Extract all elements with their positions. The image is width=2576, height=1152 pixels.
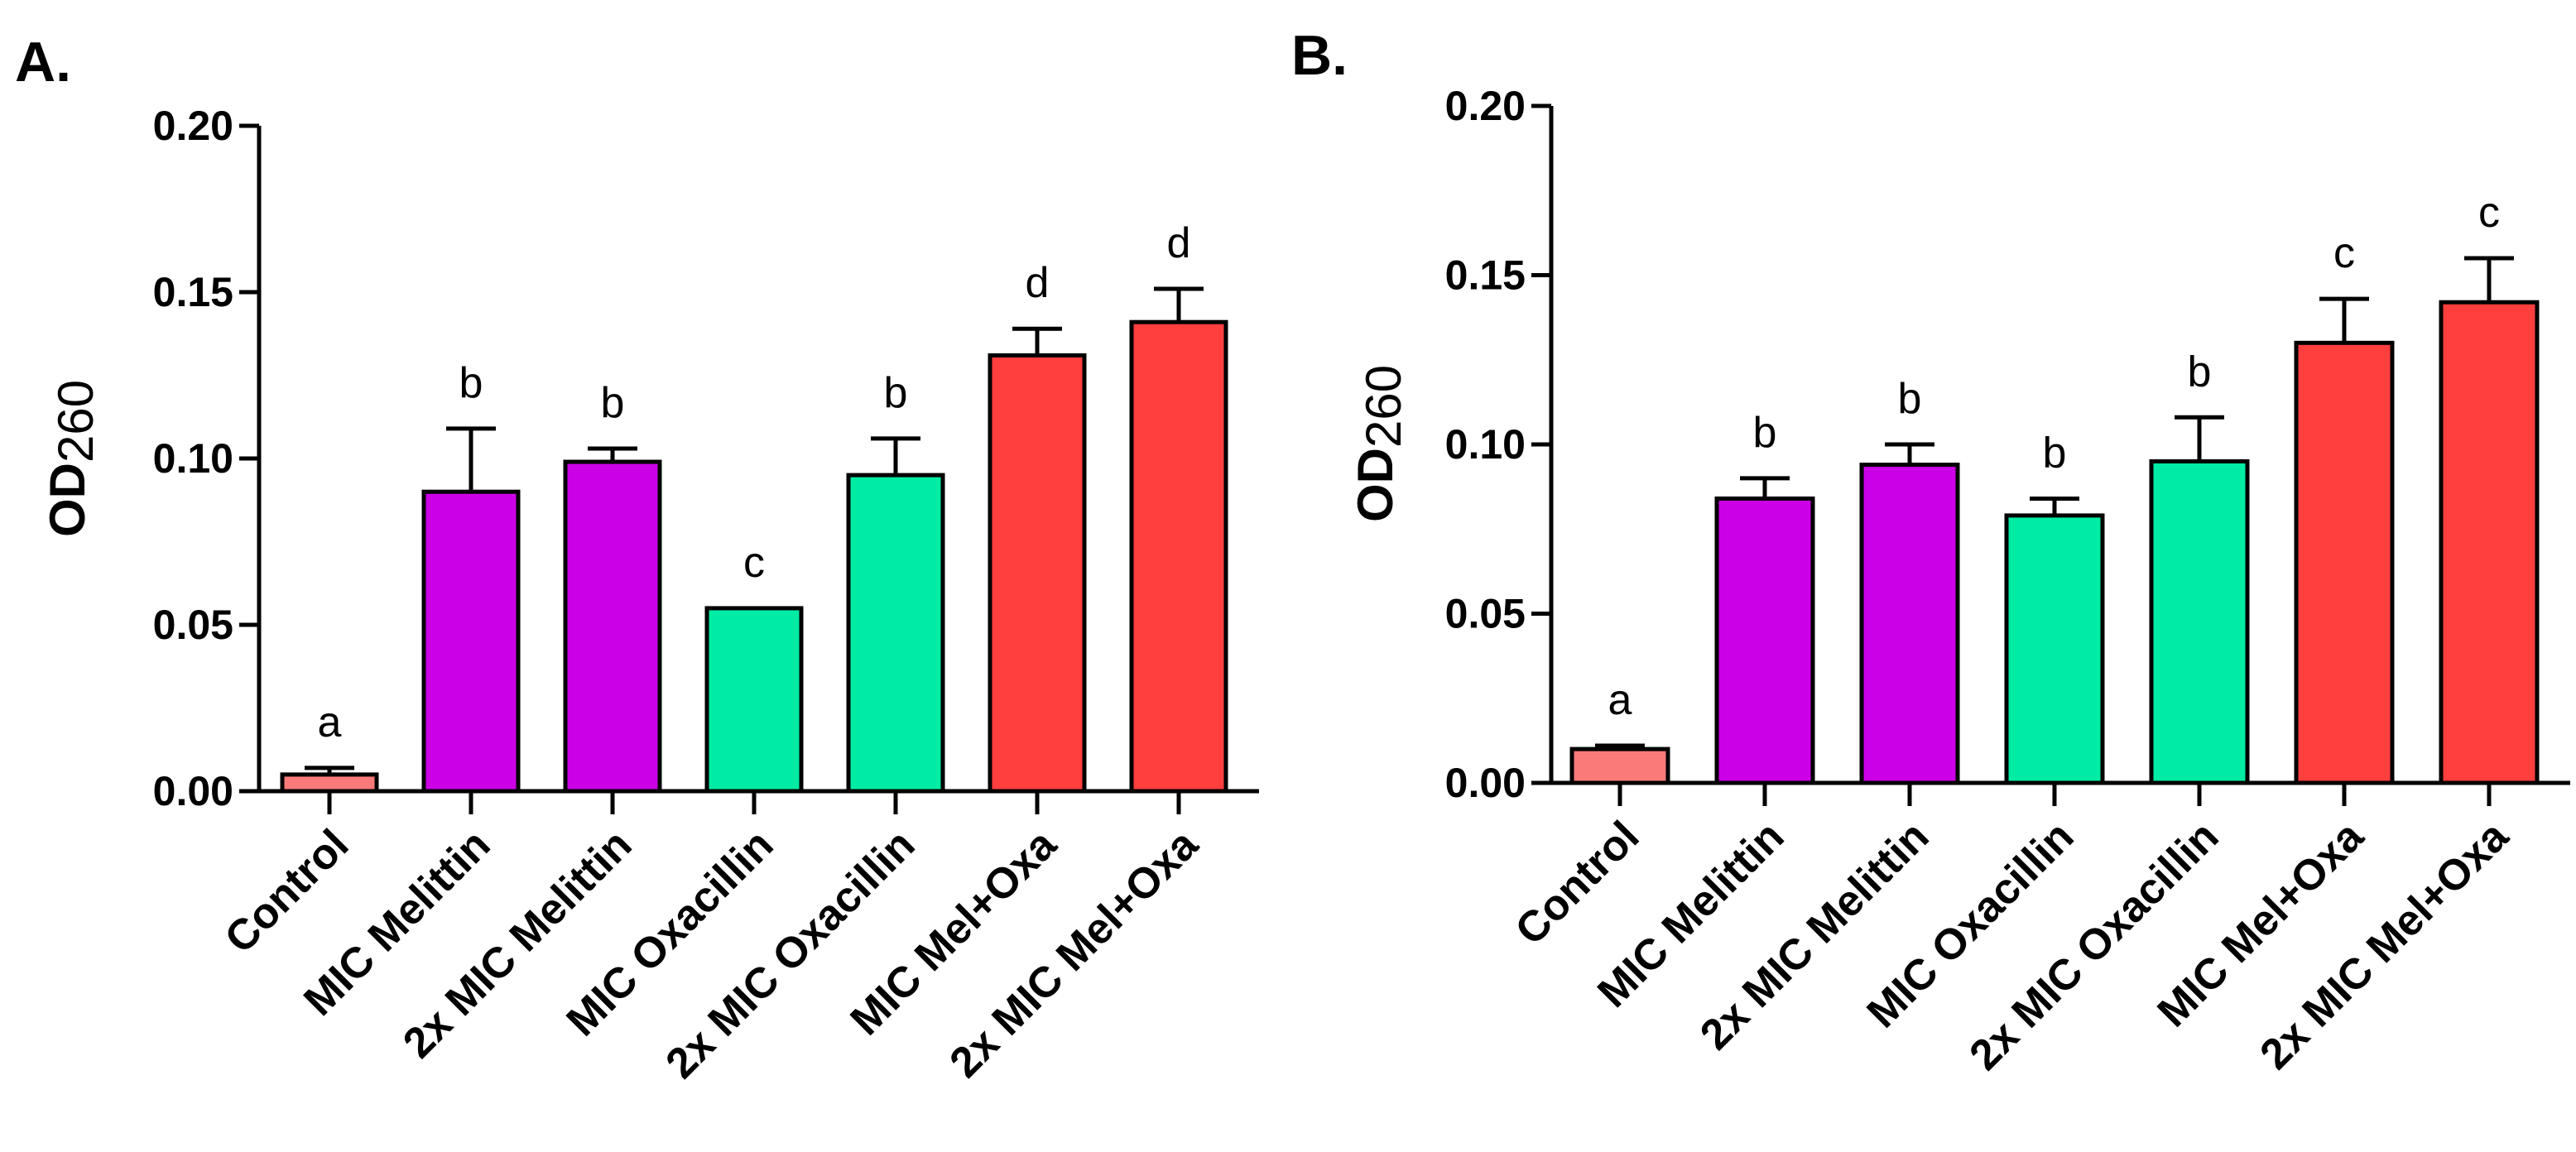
chart-panel-b: B.0.000.050.100.150.20OD260aControlbMIC … xyxy=(1291,24,2570,1079)
significance-letter: c xyxy=(2478,189,2500,237)
significance-letter: b xyxy=(1753,409,1777,457)
panel-letter: B. xyxy=(1291,24,1348,87)
y-tick-label: 0.15 xyxy=(1445,252,1526,299)
bar xyxy=(421,489,521,794)
significance-letter: b xyxy=(1898,375,1922,423)
bar xyxy=(1714,496,1815,785)
y-axis-label: OD260 xyxy=(1348,365,1411,522)
category-label: 2x MIC Oxacillin xyxy=(1960,812,2228,1079)
y-tick-label: 0.10 xyxy=(153,435,233,482)
y-tick-label: 0.10 xyxy=(1445,421,1526,468)
category-label: 2x MIC Mel+Oxa xyxy=(940,820,1208,1087)
significance-letter: a xyxy=(1608,676,1632,724)
significance-letter: d xyxy=(1026,259,1050,307)
significance-letter: d xyxy=(1167,219,1191,267)
bar xyxy=(563,459,662,794)
y-axis-label-subscript: 260 xyxy=(1356,365,1411,448)
y-tick-label: 0.05 xyxy=(153,602,233,648)
bar xyxy=(704,606,804,794)
significance-letter: b xyxy=(459,359,483,407)
bar xyxy=(1569,746,1670,785)
significance-letter: c xyxy=(743,539,765,587)
y-tick-label: 0.00 xyxy=(153,768,233,814)
bar xyxy=(2294,340,2395,785)
significance-letter: b xyxy=(2188,348,2212,396)
y-tick-label: 0.05 xyxy=(1445,591,1526,637)
significance-letter: b xyxy=(884,369,908,417)
category-label: 2x MIC Oxacillin xyxy=(656,820,924,1087)
significance-letter: b xyxy=(2043,429,2067,477)
category-label: Control xyxy=(1507,812,1649,954)
bar xyxy=(846,473,945,794)
bar xyxy=(280,772,379,794)
bar xyxy=(988,353,1087,794)
y-axis-label-subscript: 260 xyxy=(48,380,103,463)
chart-panel-a: A.0.000.050.100.150.20OD260aControlbMIC … xyxy=(15,31,1259,1087)
panel-letter: A. xyxy=(15,31,71,94)
significance-letter: a xyxy=(318,698,342,746)
y-tick-label: 0.20 xyxy=(1445,83,1526,129)
y-axis-label-main: OD xyxy=(1348,448,1403,522)
significance-letter: c xyxy=(2333,229,2355,277)
category-label: 2x MIC Mel+Oxa xyxy=(2251,812,2518,1079)
bar xyxy=(2439,300,2540,785)
bar xyxy=(1859,463,1960,785)
y-tick-label: 0.15 xyxy=(153,269,233,315)
y-axis-label: OD260 xyxy=(40,380,103,537)
category-label: Control xyxy=(216,820,358,962)
y-tick-label: 0.20 xyxy=(153,103,233,149)
y-tick-label: 0.00 xyxy=(1445,760,1526,806)
bar xyxy=(2149,458,2250,785)
bar xyxy=(1129,319,1228,794)
y-axis-label-main: OD xyxy=(40,463,95,537)
bar xyxy=(2004,513,2105,785)
significance-letter: b xyxy=(601,379,625,427)
